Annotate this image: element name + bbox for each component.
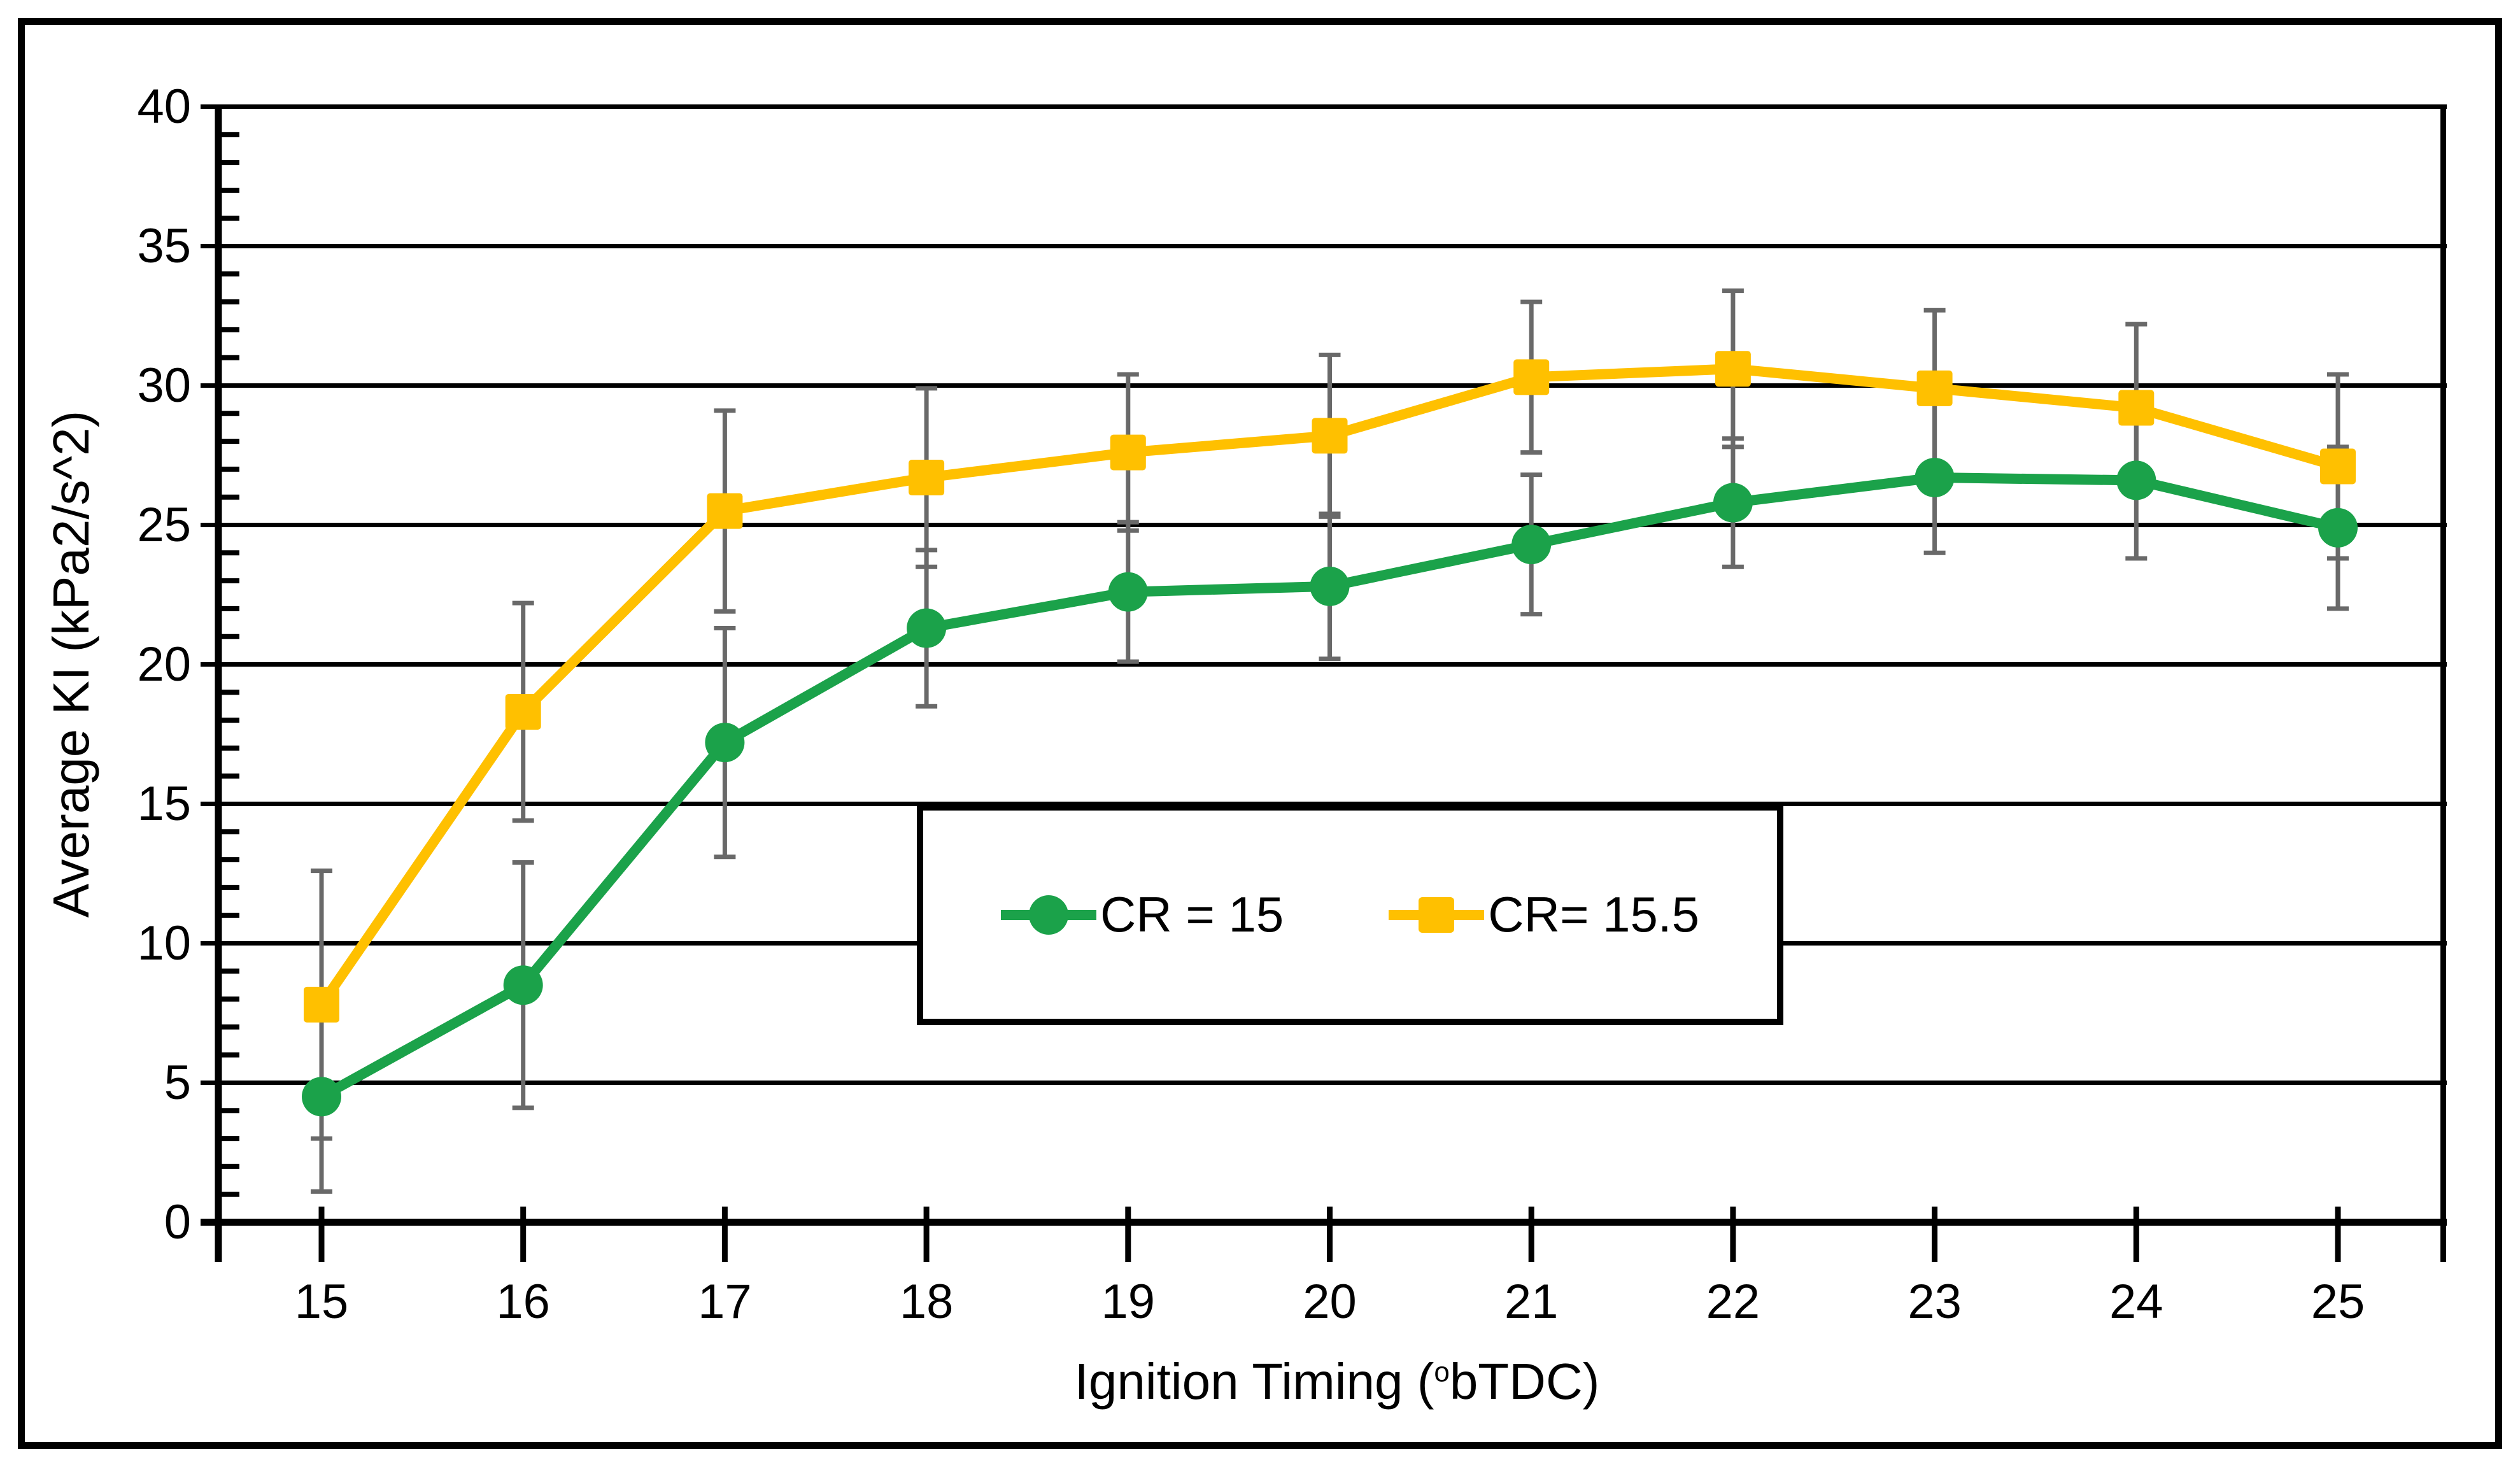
data-point-square-cr15-5 <box>707 493 743 529</box>
y-tick-label-40: 40 <box>137 79 191 134</box>
data-point-square-cr15-5 <box>1110 434 1146 471</box>
x-tick-label-20: 20 <box>1303 1275 1357 1329</box>
x-tick-label-16: 16 <box>496 1275 550 1329</box>
y-tick-label-25: 25 <box>137 497 191 552</box>
data-point-square-cr15-5 <box>1715 351 1751 387</box>
y-tick-label-20: 20 <box>137 637 191 691</box>
figure-border <box>18 18 2502 1449</box>
x-tick-label-17: 17 <box>698 1275 752 1329</box>
data-point-square-cr15-5 <box>304 986 339 1023</box>
x-tick-label-18: 18 <box>899 1275 954 1329</box>
x-tick-label-23: 23 <box>1908 1275 1962 1329</box>
data-point-square-cr15-5 <box>1513 359 1550 395</box>
y-axis-title: Average KI (kPa2/s^2) <box>43 410 99 918</box>
legend-label-cr15-5: CR= 15.5 <box>1488 886 1699 942</box>
data-point-circle-cr15 <box>302 1077 341 1117</box>
x-tick-label-24: 24 <box>2109 1275 2163 1329</box>
legend-item-cr15-5: CR= 15.5 <box>1389 886 1699 944</box>
legend-box: CR = 15 CR= 15.5 <box>917 804 1783 1025</box>
y-tick-label-5: 5 <box>164 1055 191 1110</box>
x-axis-title-prefix: Ignition Timing ( <box>1074 1353 1434 1410</box>
y-tick-label-10: 10 <box>137 916 191 970</box>
x-tick-label-19: 19 <box>1101 1275 1156 1329</box>
data-point-circle-cr15 <box>1310 566 1350 606</box>
data-point-square-cr15-5 <box>2320 448 2356 485</box>
x-tick-label-25: 25 <box>2311 1275 2365 1329</box>
y-tick-label-0: 0 <box>164 1194 191 1249</box>
legend-square-cr15-5 <box>1419 896 1455 933</box>
legend-circle-cr15 <box>1028 895 1068 935</box>
legend-marker-square-icon <box>1389 896 1485 933</box>
data-point-circle-cr15 <box>2318 507 2358 548</box>
data-point-circle-cr15 <box>1915 458 1955 498</box>
data-point-circle-cr15 <box>907 608 947 648</box>
data-point-circle-cr15 <box>2116 460 2156 500</box>
data-point-circle-cr15 <box>1511 525 1552 565</box>
data-point-square-cr15-5 <box>2118 390 2155 426</box>
data-point-square-cr15-5 <box>505 693 541 730</box>
data-point-circle-cr15 <box>1108 572 1148 612</box>
x-axis-title-degree-sup: o <box>1434 1356 1450 1388</box>
data-point-circle-cr15 <box>503 965 543 1005</box>
data-point-square-cr15-5 <box>1916 370 1953 406</box>
y-tick-label-15: 15 <box>137 776 191 831</box>
x-tick-label-22: 22 <box>1706 1275 1760 1329</box>
legend-marker-circle-icon <box>1000 895 1096 935</box>
x-axis-title-suffix: bTDC) <box>1449 1353 1600 1410</box>
x-tick-label-15: 15 <box>294 1275 349 1329</box>
legend-item-cr15: CR = 15 <box>1000 886 1284 944</box>
data-point-circle-cr15 <box>705 723 745 763</box>
legend-label-cr15: CR = 15 <box>1100 886 1284 942</box>
y-tick-label-30: 30 <box>137 358 191 413</box>
y-tick-label-35: 35 <box>137 218 191 273</box>
x-axis-title: Ignition Timing (obTDC) <box>1075 1352 1600 1411</box>
data-point-circle-cr15 <box>1713 483 1753 523</box>
x-tick-label-21: 21 <box>1504 1275 1559 1329</box>
data-point-square-cr15-5 <box>1312 418 1348 454</box>
data-point-square-cr15-5 <box>909 460 945 496</box>
